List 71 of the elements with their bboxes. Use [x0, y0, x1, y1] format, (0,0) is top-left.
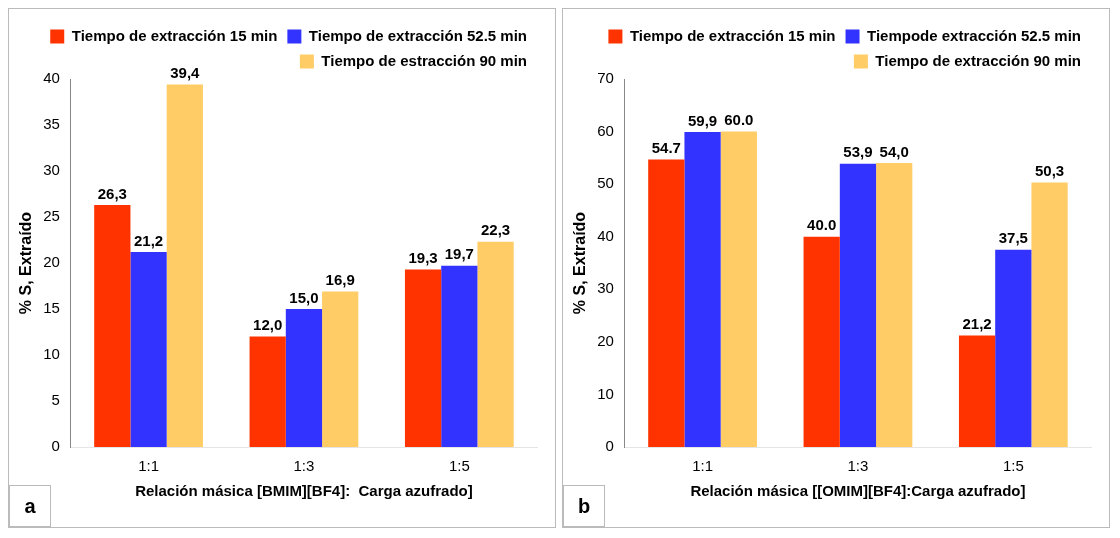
data-label: 21,2	[133, 231, 164, 249]
y-tick-label: 35	[43, 115, 60, 133]
bar	[166, 84, 203, 447]
data-label: 50,3	[1034, 162, 1065, 180]
data-label: 59,9	[687, 111, 718, 129]
bar	[803, 236, 840, 447]
text: b	[563, 485, 605, 527]
x-tick-label: 1:3	[847, 457, 869, 475]
data-label: 12,0	[253, 316, 283, 334]
x-tick-label: 1:3	[293, 457, 315, 475]
bar	[839, 163, 877, 447]
data-label: 16,9	[325, 271, 355, 289]
data-label: 19,3	[408, 249, 438, 267]
y-tick-label: 15	[43, 299, 60, 317]
bar	[720, 131, 757, 447]
x-axis-title: Relación másica [BMIM][BF4]: Carga azufrado]	[135, 482, 473, 500]
y-tick-label: 0	[605, 437, 614, 455]
y-tick-label: 50	[597, 174, 614, 192]
x-tick-label: 1:1	[138, 457, 159, 475]
y-tick-label: 40	[597, 226, 614, 244]
bar	[130, 251, 167, 447]
data-label: 54.7	[651, 139, 681, 157]
y-axis-title: % S, Extraído	[17, 211, 35, 315]
data-label: 39,4	[170, 64, 201, 82]
data-label: 54,0	[879, 142, 909, 160]
x-axis-title: Relación másica [[OMIM][BF4]:Carga azufrado]	[690, 482, 1026, 500]
legend-label: Tiempo de estracción 90 min	[321, 51, 528, 69]
bar	[322, 291, 359, 447]
y-tick-label: 70	[597, 69, 614, 87]
x-tick-label: 1:5	[448, 457, 470, 475]
legend-label: Tiempo de extracción 90 min	[875, 51, 1082, 69]
y-tick-label: 20	[43, 253, 60, 271]
y-tick-label: 30	[43, 161, 60, 179]
legend-label: Tiempo de extracción 15 min	[629, 26, 836, 44]
legend-label: Tiempo de extracción 52.5 min	[308, 26, 527, 44]
y-tick-label: 60	[597, 121, 614, 139]
data-label: 22,3	[480, 221, 511, 239]
x-tick-label: 1:5	[1002, 457, 1024, 475]
y-tick-label: 10	[43, 345, 60, 363]
data-label: 21,2	[962, 315, 992, 333]
legend-label: Tiempode extracción 52.5 min	[867, 26, 1082, 44]
text: a	[9, 485, 51, 527]
y-axis-title: % S, Extraído	[571, 211, 589, 315]
bar	[1031, 182, 1068, 447]
x-tick-label: 1:1	[692, 457, 713, 475]
legend-label: Tiempo de extracción 15 min	[71, 26, 278, 44]
data-label: 40.0	[807, 216, 837, 234]
y-tick-label: 40	[43, 69, 60, 87]
data-label: 53,9	[843, 143, 873, 161]
bar	[404, 269, 442, 447]
bar	[648, 159, 685, 447]
data-label: 37,5	[998, 229, 1028, 247]
data-label: 15,0	[289, 288, 319, 306]
bar	[249, 336, 286, 447]
bar	[477, 241, 514, 447]
data-label: 19,7	[444, 245, 474, 263]
y-tick-label: 20	[597, 332, 614, 349]
bar	[94, 205, 131, 447]
bar	[684, 132, 721, 447]
y-tick-label: 10	[597, 384, 614, 402]
y-tick-label: 30	[597, 279, 614, 297]
data-label: 60.0	[724, 111, 754, 129]
y-tick-label: 5	[51, 391, 60, 409]
data-label: 26,3	[97, 184, 127, 202]
bar	[441, 265, 478, 447]
bar	[876, 163, 913, 447]
bar	[285, 309, 323, 447]
bar	[958, 335, 996, 447]
bar	[995, 249, 1032, 447]
y-tick-label: 0	[51, 437, 60, 455]
y-tick-label: 25	[43, 207, 60, 225]
